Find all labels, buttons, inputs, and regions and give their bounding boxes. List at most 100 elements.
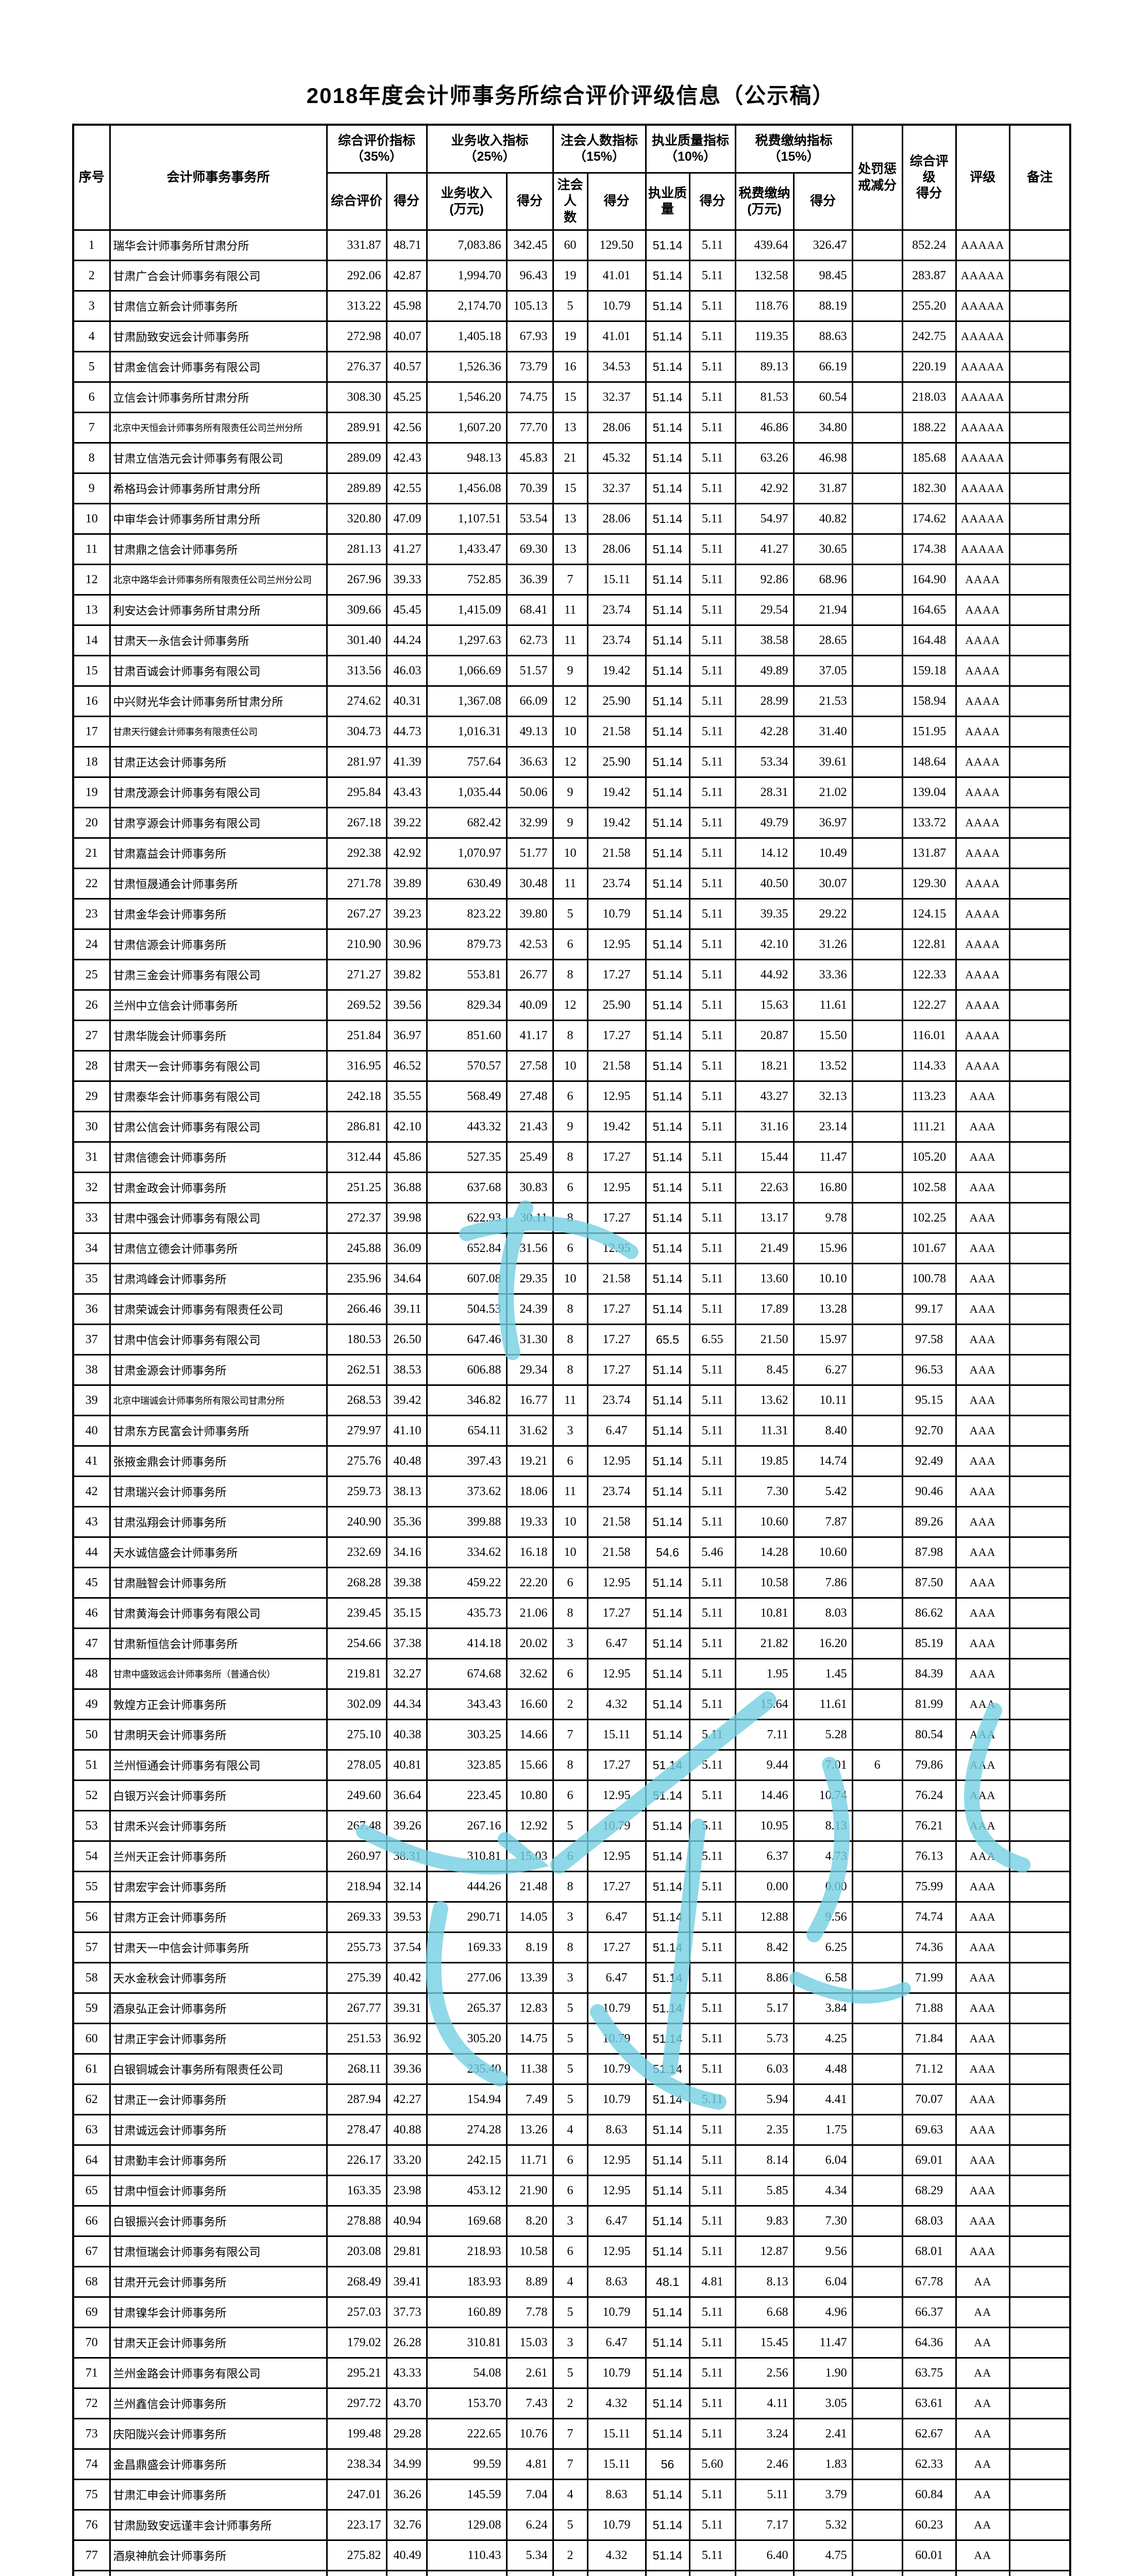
- header-row-2: 综合评价 得分 业务收入 (万元) 得分 注会人 数得分 执业质 量得分 税费缴纳 (万元)…: [73, 172, 1070, 231]
- cpa-score-cell: 12.95: [586, 2175, 647, 2207]
- quality-score-cell: 5.11: [688, 2205, 736, 2237]
- revenue-cell: 160.89: [426, 2296, 508, 2328]
- tax-score-cell: 15.97: [792, 1324, 853, 1355]
- sn-cell: 22: [72, 868, 111, 900]
- tax-cell: 4.11: [734, 2387, 795, 2419]
- quality-score-cell: 5.11: [688, 1719, 736, 1751]
- quality-score-cell: 5.11: [688, 533, 736, 565]
- cpa-count-cell: 8: [552, 1293, 588, 1325]
- cpa-score-cell: 21.58: [586, 837, 647, 869]
- comp-score-cell: 39.89: [385, 868, 428, 900]
- rating-cell: AAAA: [955, 655, 1010, 687]
- cpa-score-cell: 12.95: [586, 2570, 647, 2576]
- tax-cell: 10.81: [734, 1597, 795, 1629]
- cpa-count-cell: 8: [552, 1020, 588, 1052]
- cpa-score-cell: 8.63: [586, 2479, 647, 2511]
- revenue-cell: 553.81: [426, 959, 508, 991]
- revenue-cell: 823.22: [426, 898, 508, 930]
- table-row: 15 甘肃百诚会计师事务有限公司 313.56 46.03 1,066.69 51.57 9…: [72, 655, 1071, 687]
- firm-cell: 甘肃宏宇会计师事务所: [109, 1871, 328, 1903]
- total-score-cell: 174.38: [901, 533, 957, 565]
- tax-score-cell: 3.05: [792, 2387, 853, 2419]
- firm-cell: 甘肃公信会计师事务有限公司: [109, 1111, 328, 1143]
- comp-eval-cell: 218.94: [326, 1871, 387, 1903]
- firm-cell: 利安达会计师事务所甘肃分所: [109, 594, 328, 626]
- firm-cell: 甘肃黄海会计师事务有限公司: [109, 1597, 328, 1629]
- total-score-cell: 63.61: [901, 2387, 957, 2419]
- rating-cell: AA: [955, 2479, 1010, 2511]
- sn-cell: 36: [72, 1293, 111, 1325]
- cpa-count-cell: 3: [552, 1962, 588, 1994]
- cpa-count-cell: 15: [552, 381, 588, 413]
- quality-cell: 48.1: [645, 2266, 690, 2298]
- table-row: 10 中审华会计师事务所甘肃分所 320.80 47.09 1,107.51 53.54 1…: [72, 503, 1071, 535]
- comp-eval-cell: 247.01: [326, 2479, 387, 2511]
- tax-score-cell: 31.26: [792, 928, 853, 960]
- tax-cell: 11.31: [734, 1415, 795, 1447]
- revenue-cell: 1,297.63: [426, 624, 508, 656]
- firm-cell: 甘肃金华会计师事务所: [109, 898, 328, 930]
- tax-cell: 2.56: [734, 2357, 795, 2389]
- tax-score-cell: 11.47: [792, 2327, 853, 2359]
- comp-eval-cell: 275.10: [326, 1719, 387, 1751]
- firm-cell: 甘肃方正会计师事务所: [109, 1901, 328, 1933]
- total-score-cell: 66.37: [901, 2296, 957, 2328]
- quality-cell: 51.14: [645, 2327, 690, 2359]
- cpa-score-cell: 17.27: [586, 1202, 647, 1234]
- subheader-group-4-score: 得分: [792, 172, 853, 231]
- quality-cell: 51.14: [645, 989, 690, 1021]
- comp-eval-cell: 245.88: [326, 1232, 387, 1264]
- quality-score-cell: 5.11: [688, 1445, 736, 1477]
- subheader-group-1-score: 得分: [505, 172, 554, 231]
- tax-cell: 12.88: [734, 1901, 795, 1933]
- rating-cell: AA: [955, 2357, 1010, 2389]
- rating-cell: AAAA: [955, 716, 1010, 748]
- penalty-cell: [851, 1050, 903, 1082]
- table-row: 63 甘肃诚远会计师事务所 278.47 40.88 274.28 13.26 4 8.63 5…: [72, 2114, 1071, 2146]
- tax-score-cell: 31.40: [792, 716, 853, 748]
- tax-cell: 22.63: [734, 1172, 795, 1204]
- comp-eval-cell: 267.96: [326, 564, 387, 596]
- tax-cell: 49.79: [734, 807, 795, 839]
- revenue-cell: 99.59: [426, 2448, 508, 2480]
- cpa-count-cell: 7: [552, 1719, 588, 1751]
- firm-cell: 甘肃三金会计师事务有限公司: [109, 959, 328, 991]
- cpa-score-cell: 10.79: [586, 2023, 647, 2055]
- comp-eval-cell: 269.52: [326, 989, 387, 1021]
- total-score-cell: 68.01: [901, 2235, 957, 2267]
- quality-cell: 51.14: [645, 564, 690, 596]
- revenue-score-cell: 15.66: [505, 1749, 554, 1781]
- total-score-cell: 92.70: [901, 1415, 957, 1447]
- table-row: 54 兰州天正会计师事务所 260.97 38.31 310.81 15.03 6 12.95…: [72, 1840, 1071, 1872]
- comp-score-cell: 39.33: [385, 564, 428, 596]
- rating-cell: AAA: [955, 2235, 1010, 2267]
- penalty-cell: [851, 2418, 903, 2450]
- table-row: 1 瑞华会计师事务所甘肃分所 331.87 48.71 7,083.86 342.45 60…: [72, 229, 1071, 261]
- remark-cell: [1008, 2023, 1071, 2055]
- firm-cell: 希格玛会计师事务所甘肃分所: [109, 472, 328, 504]
- quality-cell: 51.14: [645, 1293, 690, 1325]
- comp-eval-cell: 304.73: [326, 716, 387, 748]
- remark-cell: [1008, 1931, 1071, 1963]
- sn-cell: 17: [72, 716, 111, 748]
- comp-eval-cell: 269.33: [326, 1901, 387, 1933]
- revenue-score-cell: 66.09: [505, 685, 554, 717]
- comp-eval-cell: 276.37: [326, 351, 387, 383]
- comp-score-cell: 36.26: [385, 2479, 428, 2511]
- tax-score-cell: 1.83: [792, 2448, 853, 2480]
- firm-cell: 甘肃中恒会计师事务所: [109, 2175, 328, 2207]
- sn-cell: 47: [72, 1628, 111, 1659]
- penalty-cell: [851, 472, 903, 504]
- quality-cell: 51.14: [645, 1719, 690, 1751]
- quality-cell: 51.14: [645, 746, 690, 778]
- header-group-0: 综合评价指标 （35%）: [326, 124, 428, 174]
- header-sn: 序号: [72, 124, 111, 231]
- quality-cell: 51.14: [645, 2509, 690, 2541]
- tax-score-cell: 4.25: [792, 2023, 853, 2055]
- rating-cell: AAAAA: [955, 260, 1010, 292]
- tax-cell: 40.50: [734, 868, 795, 900]
- tax-cell: 1.95: [734, 1658, 795, 1690]
- sn-cell: 67: [72, 2235, 111, 2267]
- remark-cell: [1008, 2327, 1071, 2359]
- rating-cell: AA: [955, 2570, 1010, 2576]
